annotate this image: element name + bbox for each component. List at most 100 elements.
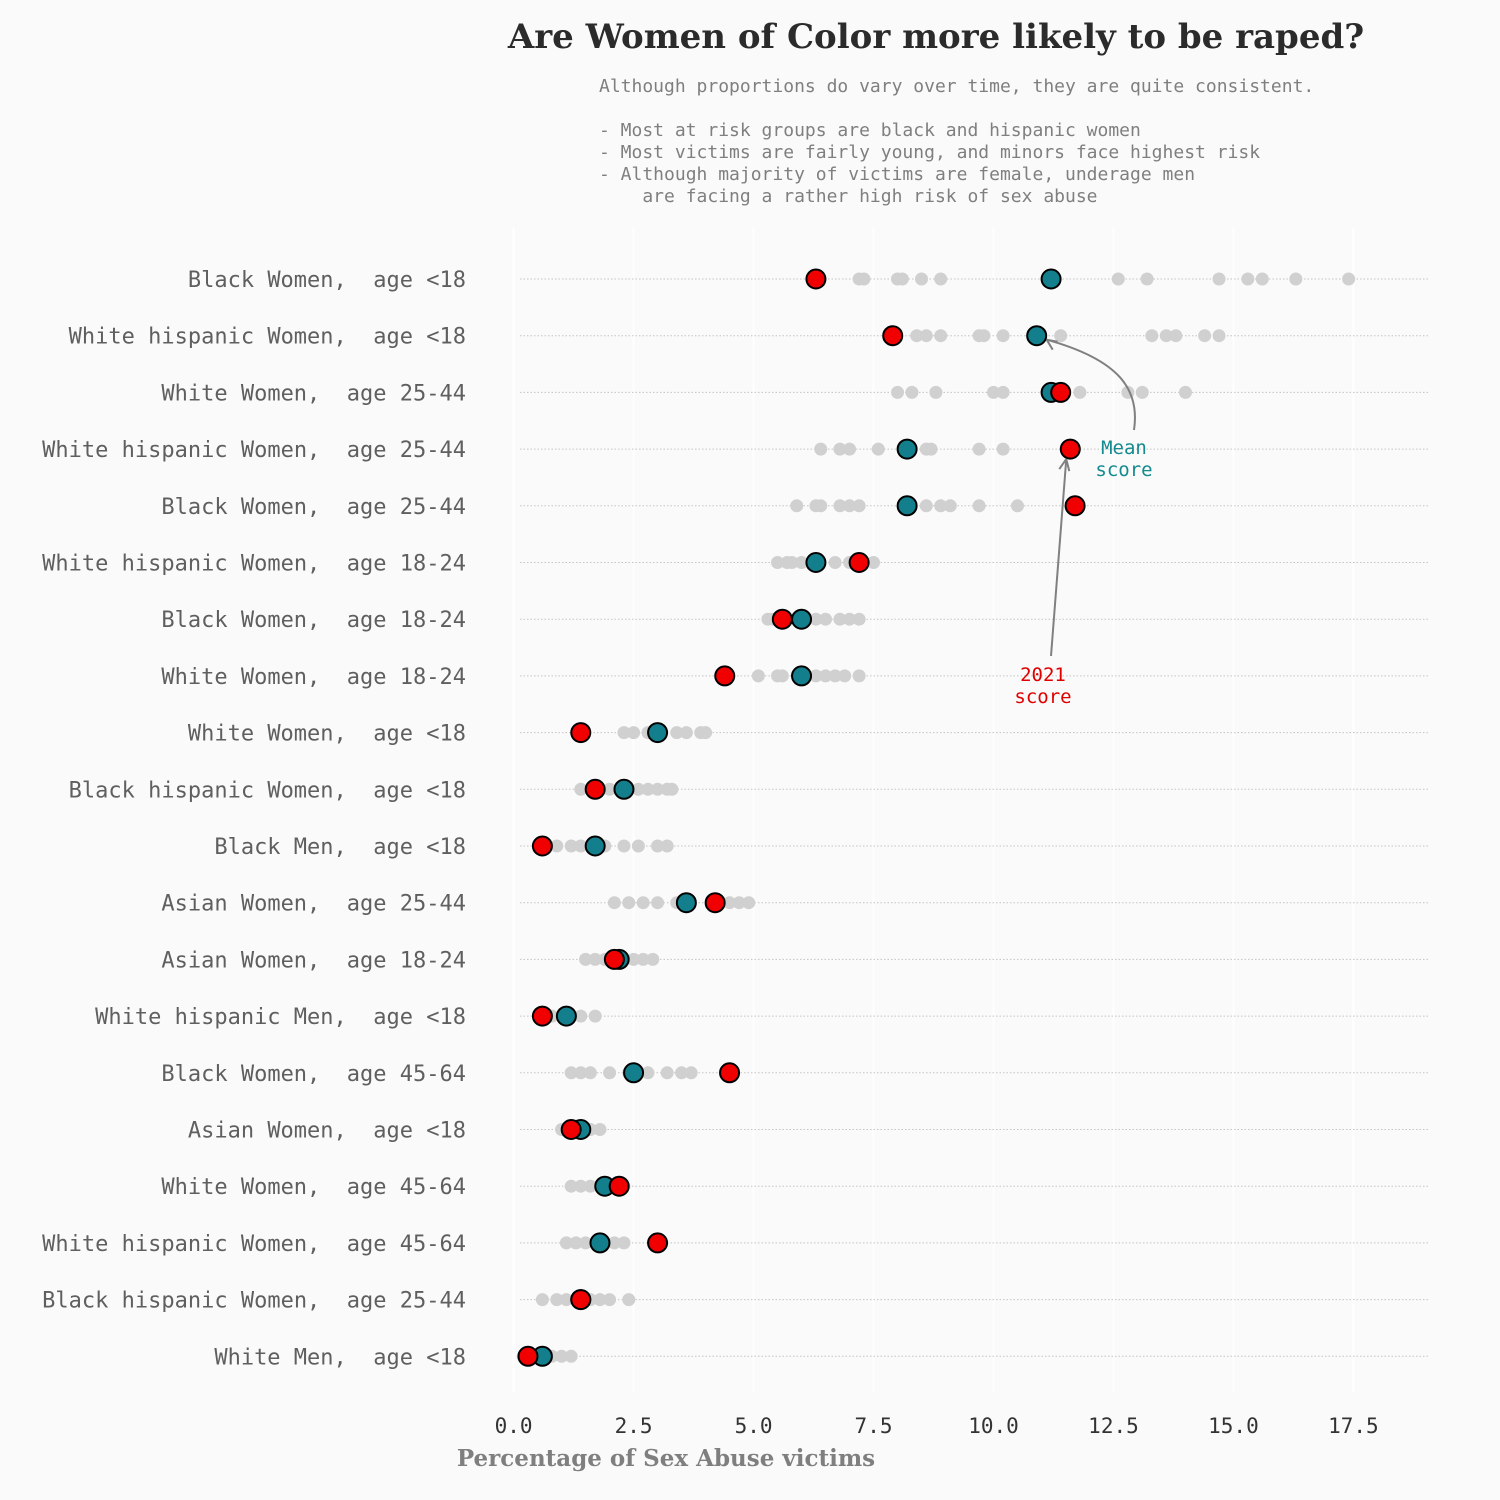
mean-arrow-head bbox=[1045, 338, 1058, 351]
category-label: Black Women, age <18 bbox=[188, 268, 466, 293]
year-point bbox=[660, 839, 674, 853]
year-point bbox=[559, 1236, 573, 1250]
year-point bbox=[603, 1066, 617, 1080]
year-point bbox=[852, 499, 866, 513]
year-point bbox=[588, 952, 602, 966]
year-point bbox=[684, 1066, 698, 1080]
latest-arrow-head bbox=[1058, 458, 1071, 472]
year-point bbox=[833, 499, 847, 513]
latest-point bbox=[719, 1062, 741, 1084]
category-label: White Women, age 18-24 bbox=[161, 665, 466, 690]
latest-point bbox=[1064, 495, 1086, 517]
year-point bbox=[742, 896, 756, 910]
year-point bbox=[814, 442, 828, 456]
year-point bbox=[646, 952, 660, 966]
mean-point bbox=[647, 722, 669, 744]
year-point bbox=[857, 272, 871, 286]
subtitle-line: Although proportions do vary over time, … bbox=[599, 76, 1314, 97]
mean-annotation-text: Mean bbox=[1101, 437, 1147, 459]
latest-point bbox=[584, 778, 606, 800]
year-point bbox=[583, 1066, 597, 1080]
subtitle-line: are facing a rather high risk of sex abu… bbox=[599, 186, 1098, 207]
year-point bbox=[871, 442, 885, 456]
x-tick-label: 5.0 bbox=[735, 1414, 773, 1438]
year-point bbox=[934, 329, 948, 343]
x-tick-label: 10.0 bbox=[968, 1414, 1019, 1438]
year-point bbox=[1145, 329, 1159, 343]
year-point bbox=[603, 1293, 617, 1307]
year-point bbox=[675, 1066, 689, 1080]
year-point bbox=[574, 782, 588, 796]
year-point bbox=[986, 385, 1000, 399]
x-tick-label: 15.0 bbox=[1208, 1414, 1259, 1438]
x-tick-label: 7.5 bbox=[855, 1414, 893, 1438]
mean-point bbox=[555, 1005, 577, 1027]
year-point bbox=[1342, 272, 1356, 286]
year-point bbox=[631, 839, 645, 853]
chart-subtitle: Although proportions do vary over time, … bbox=[599, 76, 1314, 207]
mean-point bbox=[675, 892, 697, 914]
year-point bbox=[569, 1236, 583, 1250]
category-label: White hispanic Women, age 18-24 bbox=[42, 552, 466, 577]
year-point bbox=[1073, 385, 1087, 399]
year-point bbox=[607, 1236, 621, 1250]
year-point bbox=[919, 499, 933, 513]
year-point bbox=[535, 1293, 549, 1307]
year-point bbox=[1010, 499, 1024, 513]
year-point bbox=[891, 385, 905, 399]
x-axis-ticks: 0.0 2.5 5.0 7.5 10.0 12.5 15.0 17.5 bbox=[495, 1414, 1379, 1438]
year-point bbox=[636, 952, 650, 966]
category-label: White hispanic Men, age <18 bbox=[95, 1005, 466, 1030]
subtitle-line: - Most at risk groups are black and hisp… bbox=[599, 120, 1141, 141]
year-point bbox=[555, 1349, 569, 1363]
year-point bbox=[588, 1009, 602, 1023]
latest-point bbox=[603, 948, 625, 970]
latest-point bbox=[704, 892, 726, 914]
year-point bbox=[583, 1179, 597, 1193]
mean-point bbox=[589, 1232, 611, 1254]
x-tick-label: 2.5 bbox=[615, 1414, 653, 1438]
latest-point bbox=[647, 1232, 669, 1254]
category-label: Asian Women, age <18 bbox=[188, 1119, 466, 1144]
year-point bbox=[1169, 329, 1183, 343]
year-point bbox=[972, 442, 986, 456]
latest-point bbox=[714, 665, 736, 687]
year-point bbox=[636, 896, 650, 910]
mean-annotation-text: score bbox=[1095, 459, 1152, 481]
category-label: White Men, age <18 bbox=[214, 1345, 466, 1370]
year-point bbox=[617, 839, 631, 853]
year-point bbox=[943, 499, 957, 513]
year-point bbox=[843, 442, 857, 456]
year-point bbox=[732, 896, 746, 910]
year-point bbox=[819, 612, 833, 626]
mean-point bbox=[896, 438, 918, 460]
latest-point bbox=[608, 1175, 630, 1197]
year-point bbox=[934, 272, 948, 286]
year-point bbox=[593, 1293, 607, 1307]
mean-point bbox=[584, 835, 606, 857]
latest-point bbox=[570, 722, 592, 744]
year-point bbox=[670, 726, 684, 740]
year-point bbox=[550, 839, 564, 853]
latest-point bbox=[1059, 438, 1081, 460]
year-point bbox=[723, 896, 737, 910]
latest-arrow bbox=[1050, 459, 1068, 657]
year-point bbox=[631, 782, 645, 796]
mean-point bbox=[1026, 325, 1048, 347]
mean-point bbox=[805, 552, 827, 573]
category-label: Black Women, age 25-44 bbox=[161, 495, 466, 520]
mean-arrow bbox=[1046, 338, 1136, 431]
category-label: Black hispanic Women, age 25-44 bbox=[42, 1289, 466, 1314]
year-point bbox=[699, 726, 713, 740]
latest-point bbox=[848, 552, 870, 573]
category-label: White hispanic Women, age 25-44 bbox=[42, 438, 466, 463]
year-point bbox=[564, 839, 578, 853]
year-point bbox=[627, 952, 641, 966]
latest-point bbox=[570, 1289, 592, 1311]
year-point bbox=[809, 612, 823, 626]
year-point bbox=[550, 1293, 564, 1307]
year-point bbox=[1289, 272, 1303, 286]
year-point bbox=[905, 385, 919, 399]
latest-point bbox=[1050, 381, 1072, 403]
category-label: Black Women, age 18-24 bbox=[161, 608, 466, 633]
